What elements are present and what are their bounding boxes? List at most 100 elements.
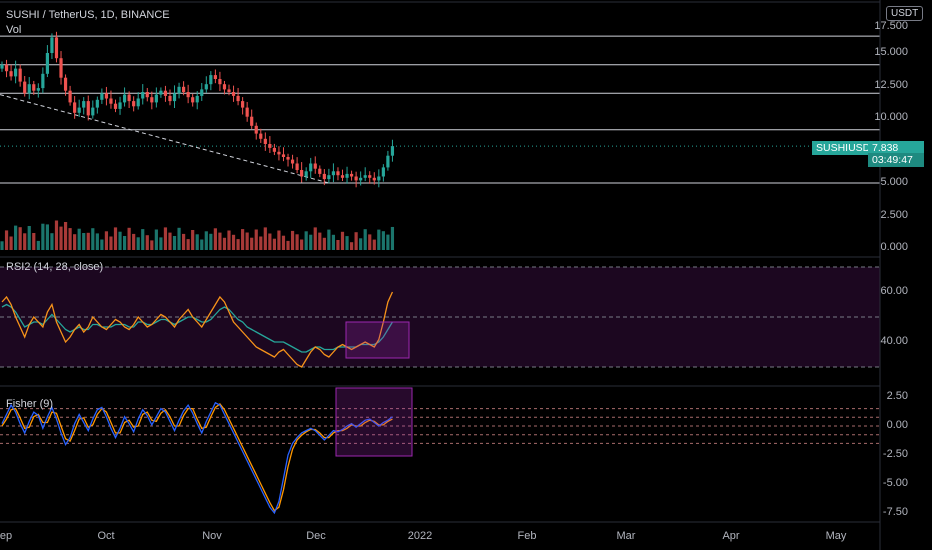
candle-body [241,101,245,108]
volume-bar [241,229,245,250]
volume-bar [63,222,68,250]
candle-body [168,95,172,102]
volume-bar [154,229,158,250]
candle-body [150,97,154,103]
candle-body [154,94,158,103]
candle-body [82,101,86,108]
candle-body [27,84,31,94]
candle-body [172,93,177,102]
volume-bar [122,236,127,250]
currency-selector-button[interactable]: USDT [886,6,924,21]
fisher-axis-tick: -5.00 [882,477,908,489]
candle-body [295,163,299,170]
candle-body [263,138,267,144]
volume-bar [309,234,313,250]
candle-body [372,177,376,181]
candle-body [286,157,290,160]
time-axis-tick: ep [0,530,13,542]
volume-bar [222,237,227,250]
volume-bar [213,228,217,250]
candle-body [9,71,13,77]
candle-body [245,107,249,117]
volume-bar [36,240,40,250]
candle-body [368,175,372,178]
candle-body [381,167,385,177]
volume-bar [23,233,27,250]
volume-bar [136,237,140,250]
price-axis-tick: 2.500 [880,209,908,221]
volume-bar [209,233,213,250]
pane-separators[interactable] [0,0,881,550]
candle-body [277,151,281,155]
candle-body [250,116,254,126]
candle-body [95,99,99,108]
candle-body [63,77,68,91]
candle-body [377,176,381,181]
volume-bar [145,235,149,250]
candle-body [182,86,186,92]
rsi-highlight-box [345,321,410,359]
fisher-indicator-label[interactable]: Fisher (9) [6,398,54,410]
volume-bar [127,227,131,250]
volume-bar [349,242,354,250]
volume-bar [50,233,54,250]
bar-countdown-tag: 03:49:47 [868,153,924,167]
price-axis-tick: 5.000 [880,176,908,188]
last-price-tag: 7.838 [868,141,924,155]
volume-bar [272,238,276,250]
volume-bar [118,231,122,250]
volume-bar [290,230,295,250]
volume-pane [0,220,395,250]
volume-bar [68,228,72,250]
price-axis-tick: 10.000 [874,111,908,123]
volume-bar [186,239,190,250]
volume-bar [45,224,49,250]
rsi-band-fill [0,267,880,367]
volume-label: Vol [6,24,22,36]
candle-body [218,79,222,85]
volume-bar [386,234,390,250]
volume-bar [300,239,304,250]
fisher-pane[interactable] [0,387,880,515]
volume-bar [368,234,372,250]
volume-bar [345,236,349,250]
rsi-pane[interactable] [0,266,880,368]
candle-body [259,133,263,139]
volume-bar [82,233,86,250]
candle-body [304,171,308,177]
volume-bar [86,232,90,250]
volume-bar [77,228,81,250]
price-axis-tick: 17.500 [874,19,908,32]
candle-body [109,98,113,104]
volume-bar [390,226,395,250]
volume-bar [281,235,286,250]
price-pane[interactable] [0,31,880,188]
candle-body [122,94,127,103]
candle-body [268,144,272,148]
candle-body [213,75,217,79]
volume-bar [322,237,326,250]
candle-body [59,58,63,78]
volume-bar [354,232,358,250]
time-axis-tick: Mar [616,530,636,542]
volume-bar [277,230,281,250]
volume-bar [9,236,13,250]
candle-body [281,154,286,157]
candle-body [68,90,72,103]
volume-bar [91,228,95,250]
volume-bar [372,239,376,250]
candle-body [349,173,354,177]
rsi-indicator-label[interactable]: RSI2 (14, 28, close) [6,261,104,273]
candle-body [390,146,395,156]
volume-bar [313,227,317,250]
price-axis-tick: 0.000 [880,241,908,253]
candle-body [204,84,208,90]
volume-bar [168,232,172,250]
volume-bar [200,239,204,250]
candle-body [300,170,304,177]
candle-body [145,92,149,98]
candle-body [14,68,18,77]
candle-body [354,176,358,181]
volume-bar [0,241,4,250]
